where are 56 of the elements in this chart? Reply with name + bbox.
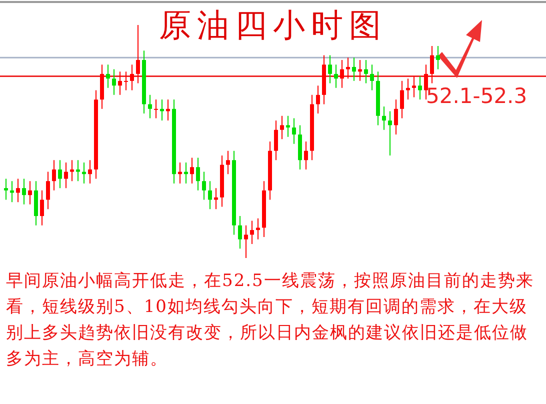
candlestick: [112, 68, 116, 96]
candlestick: [340, 59, 344, 88]
candlestick: [190, 157, 194, 184]
candlestick: [328, 54, 332, 84]
candlestick: [274, 120, 278, 161]
candlestick: [46, 171, 50, 210]
candlestick: [64, 162, 68, 189]
candlestick: [370, 64, 374, 91]
candlestick: [202, 171, 206, 200]
candlestick: [256, 218, 260, 240]
candlestick: [238, 216, 242, 250]
candlestick: [304, 141, 308, 170]
candlestick: [88, 160, 92, 184]
candlestick: [118, 71, 122, 96]
candlestick: [286, 115, 290, 138]
candlestick: [154, 99, 158, 119]
candlestick: [214, 188, 218, 210]
candlestick: [76, 160, 80, 182]
candlestick: [208, 180, 212, 210]
candlestick: [394, 99, 398, 136]
candlestick: [136, 24, 140, 84]
candlestick: [106, 64, 110, 88]
candlestick: [148, 94, 152, 119]
candlestick: [226, 150, 230, 175]
text: 早间原油小幅高开低走，在52.5一线震荡，按照原油目前的走势来看，短线级别5、10如均线勾头向下，短期有回调的需求，在大级别上多头趋势依旧没有改变，所以日内金枫的建议依旧还是低位做多为主，高空为辅。: [6, 270, 535, 371]
candlestick: [352, 57, 356, 82]
candlestick: [418, 76, 422, 100]
candlestick: [334, 64, 338, 88]
candlestick: [58, 160, 62, 189]
candlestick: [280, 115, 284, 140]
candlestick: [436, 45, 440, 70]
candlestick: [244, 224, 248, 258]
candlestick: [382, 106, 386, 130]
candlestick: [70, 160, 74, 182]
candlestick: [28, 180, 32, 205]
chart-title: 原油四小时图: [158, 5, 388, 46]
candlestick: [10, 180, 14, 203]
candlestick: [130, 64, 134, 91]
candlestick: [4, 178, 8, 200]
candlestick: [424, 64, 428, 100]
candlestick: [430, 45, 434, 84]
candlestick: [364, 59, 368, 84]
candlestick: [412, 76, 416, 98]
annotation: 52.1-52.3: [426, 84, 528, 108]
candlestick: [52, 160, 56, 191]
candlestick: [22, 178, 26, 205]
candlestick: [316, 85, 320, 114]
candlestick: [388, 110, 392, 156]
candlestick: [124, 71, 128, 91]
candlestick: [346, 57, 350, 80]
candlestick: [292, 118, 296, 144]
candlestick: [196, 157, 200, 191]
candlestick: [250, 220, 254, 245]
candlestick: [400, 80, 404, 119]
candlestick: [16, 178, 20, 203]
candlestick: [40, 190, 44, 226]
